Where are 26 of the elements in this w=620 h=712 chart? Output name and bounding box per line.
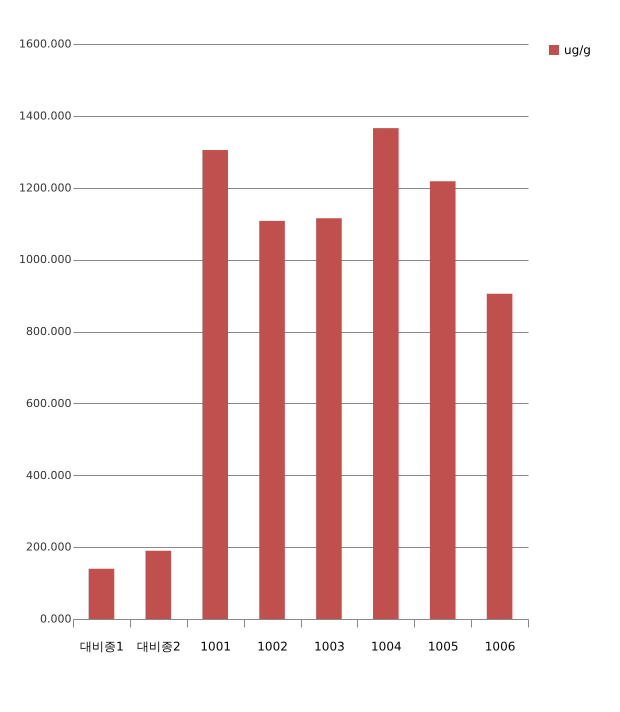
x-tick-label: 대비종1 xyxy=(80,640,124,654)
bar xyxy=(146,550,172,619)
x-tick-label: 1001 xyxy=(200,640,231,654)
bar xyxy=(486,294,512,619)
bar xyxy=(259,220,285,619)
y-tick-label: 1000.000 xyxy=(19,253,72,266)
x-tick-label: 1002 xyxy=(257,640,288,654)
y-tick-label: 600.000 xyxy=(26,396,72,410)
y-tick-label: 800.000 xyxy=(26,325,72,338)
x-tick-label: 1005 xyxy=(428,640,458,654)
y-tick-label: 1600.000 xyxy=(19,38,72,50)
y-tick-label: 1400.000 xyxy=(19,109,72,122)
x-tick-label: 1004 xyxy=(371,640,402,654)
legend-label: ug/g xyxy=(564,43,591,57)
x-tick-label: 1006 xyxy=(484,640,516,654)
y-tick-label: 1200.000 xyxy=(19,181,72,194)
y-tick-label: 400.000 xyxy=(26,468,72,482)
bar xyxy=(88,568,114,619)
x-tick-label: 대비종2 xyxy=(136,640,181,654)
x-tick-label: 1003 xyxy=(314,640,345,654)
y-tick-label: 200.000 xyxy=(26,540,72,554)
bar xyxy=(430,181,456,619)
bar xyxy=(202,150,228,619)
bar xyxy=(316,218,342,619)
y-tick-label: 0.000 xyxy=(40,612,72,626)
bar xyxy=(373,128,399,619)
